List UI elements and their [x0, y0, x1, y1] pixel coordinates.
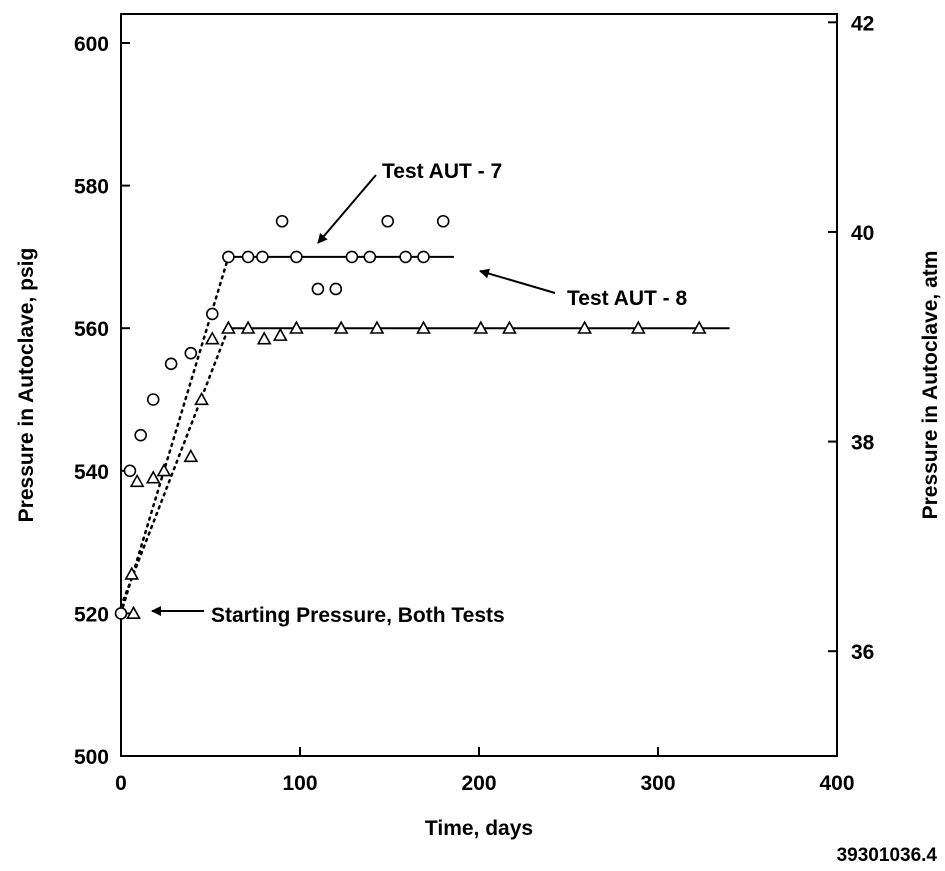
- x-tick-label: 400: [819, 772, 854, 795]
- point-aut8: [272, 327, 288, 341]
- point-aut7: [134, 428, 147, 442]
- y-axis-title: Pressure in Autoclave, psig: [15, 248, 38, 523]
- point-aut8: [194, 391, 209, 406]
- x-tick-label: 300: [640, 772, 675, 795]
- point-aut8: [473, 320, 489, 334]
- data-points: [114, 214, 707, 620]
- point-aut8: [124, 566, 140, 580]
- point-aut7: [184, 346, 198, 360]
- point-aut7: [256, 250, 269, 264]
- axis-ticks: 0 100 200 300 400 500 520 540 560 580 600 36 38 40 42: [74, 12, 875, 795]
- point-aut8: [502, 320, 517, 334]
- point-aut7: [205, 307, 219, 321]
- y-tick-label: 560: [74, 318, 109, 341]
- point-aut7: [417, 250, 430, 264]
- x-axis-title: Time, days: [425, 817, 533, 840]
- annotation-aut7-label: Test AUT - 7: [382, 160, 502, 183]
- point-aut8: [256, 331, 272, 345]
- point-aut7: [345, 250, 359, 264]
- point-aut8: [156, 463, 172, 477]
- point-aut8: [145, 470, 161, 484]
- point-aut8: [416, 320, 431, 334]
- x-tick-label: 200: [461, 772, 496, 795]
- point-aut8: [630, 320, 646, 334]
- y-tick-label: 520: [74, 603, 109, 626]
- x-tick-label: 100: [282, 772, 317, 795]
- annotation-starting-pressure-label: Starting Pressure, Both Tests: [211, 604, 505, 627]
- point-aut8: [204, 331, 220, 345]
- point-aut8: [221, 320, 236, 334]
- point-aut7: [329, 282, 343, 296]
- point-aut8: [129, 473, 145, 488]
- point-aut8: [126, 605, 141, 620]
- y2-tick-label: 38: [851, 432, 875, 455]
- point-aut7: [399, 250, 412, 264]
- point-aut7: [123, 464, 137, 478]
- point-aut7: [222, 250, 235, 264]
- y-tick-label: 600: [74, 33, 109, 56]
- point-aut8: [369, 320, 385, 334]
- plot-frame: [120, 13, 838, 757]
- point-aut7: [290, 250, 303, 264]
- y-tick-label: 540: [74, 461, 109, 484]
- point-aut7: [436, 214, 450, 228]
- annotation-starting-pressure: Starting Pressure, Both Tests: [151, 604, 505, 627]
- y2-tick-label: 36: [851, 641, 874, 664]
- point-aut7: [275, 214, 289, 228]
- point-aut7: [363, 250, 377, 264]
- y2-axis-title: Pressure in Autoclave, atm: [919, 251, 942, 520]
- trend-rise-line-8: [119, 326, 230, 608]
- figure-id: 39301036.4: [836, 845, 937, 866]
- point-aut7: [311, 282, 325, 296]
- point-aut8: [577, 320, 592, 334]
- annotation-aut8-arrow: [479, 268, 556, 294]
- point-aut8: [183, 448, 199, 463]
- point-aut8: [289, 320, 304, 334]
- point-aut8: [240, 320, 256, 334]
- point-aut7: [114, 607, 128, 620]
- annotation-aut7-arrow: [317, 174, 377, 244]
- point-aut7: [241, 250, 255, 264]
- point-aut7: [381, 214, 395, 228]
- y-tick-label: 580: [74, 176, 109, 199]
- y2-tick-label: 42: [851, 12, 874, 35]
- y2-tick-label: 40: [851, 222, 874, 245]
- x-tick-label: 0: [115, 772, 127, 795]
- annotation-aut8-label: Test AUT - 8: [567, 287, 687, 310]
- point-aut8: [333, 320, 349, 334]
- y-tick-label: 500: [74, 746, 109, 769]
- point-aut8: [691, 320, 707, 334]
- point-aut7: [164, 357, 178, 371]
- annotation-aut7: Test AUT - 7: [317, 160, 502, 244]
- annotation-aut8: Test AUT - 8: [479, 268, 687, 310]
- point-aut7: [146, 393, 160, 406]
